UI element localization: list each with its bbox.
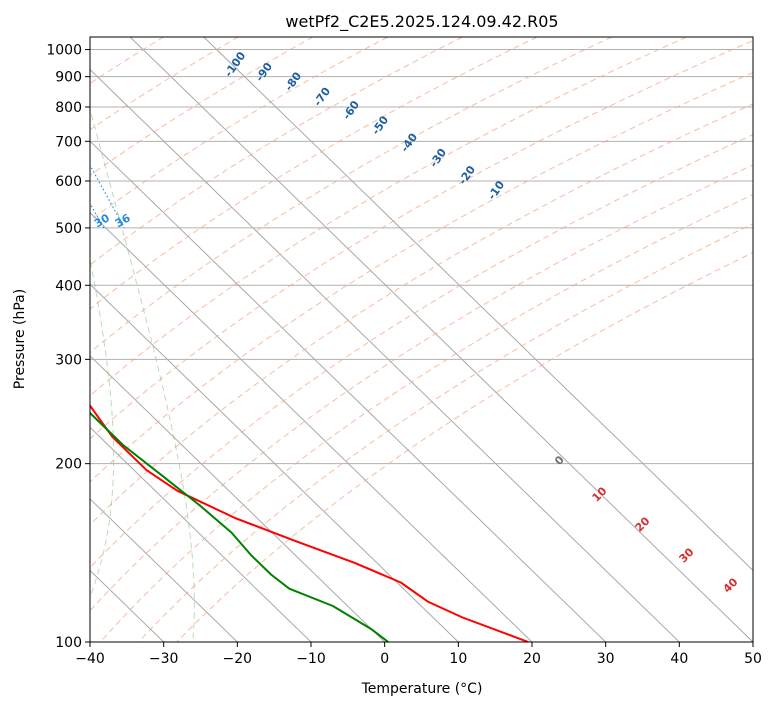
dry-adiabat-line: [90, 37, 239, 131]
x-tick-label: −30: [149, 651, 179, 667]
y-tick-label: 500: [55, 221, 82, 237]
moist-adiabat-line: [90, 107, 195, 642]
dry-adiabat-line: [90, 71, 753, 483]
x-axis-label: Temperature (°C): [361, 681, 483, 697]
y-tick-label: 200: [55, 457, 82, 473]
x-tick-label: 10: [449, 651, 467, 667]
y-tick-label: 800: [55, 100, 82, 116]
plot-frame: [89, 36, 754, 643]
isotherm-line: [129, 37, 753, 642]
y-tick-label: 300: [55, 352, 82, 368]
isotherm-line: [90, 211, 533, 642]
dry-adiabat-line: [90, 37, 314, 176]
dry-adiabat-line: [99, 194, 753, 642]
temperature-profile-line: [90, 403, 529, 642]
dry-adiabat-line: [90, 37, 463, 266]
chart-title: wetPf2_C2E5.2025.124.09.42.R05: [285, 12, 558, 32]
isotherm-line: [90, 68, 680, 642]
dry-adiabat-line: [90, 134, 753, 569]
x-tick-label: 50: [744, 651, 762, 667]
isotherm-line: [90, 283, 459, 642]
y-tick-label: 700: [55, 134, 82, 150]
x-axis-ticks: −40 −30 −20 −10 0 10 20 30 40 50: [75, 642, 762, 667]
isotherm-line: [90, 355, 386, 642]
isotherm-line: [90, 426, 312, 642]
x-tick-label: 40: [670, 651, 688, 667]
isotherm-line: [90, 498, 238, 642]
dry-adiabat-line: [138, 223, 753, 642]
isotherm-line: [90, 140, 607, 642]
dry-adiabat-line: [90, 37, 687, 397]
x-tick-label: 20: [523, 651, 541, 667]
dewpoint-profile-line: [90, 411, 389, 642]
x-tick-label: 0: [380, 651, 389, 667]
dry-adiabat-line: [90, 164, 753, 612]
y-tick-label: 100: [55, 635, 82, 651]
profile-lines: [90, 403, 529, 642]
dry-adiabat-line: [90, 103, 753, 526]
isotherm-line: [203, 37, 753, 572]
dry-adiabat-line: [90, 37, 538, 310]
dry-adiabat-line: [90, 40, 753, 440]
y-tick-label: 400: [55, 278, 82, 294]
x-tick-label: −40: [75, 651, 105, 667]
y-tick-label: 900: [55, 70, 82, 86]
y-tick-label: 600: [55, 174, 82, 190]
y-axis-label: Pressure (hPa): [12, 289, 28, 389]
background-guides: [90, 37, 753, 642]
dry-adiabat-line: [90, 37, 613, 354]
dry-adiabat-line: [90, 37, 388, 221]
x-tick-label: 30: [597, 651, 615, 667]
y-tick-label: 1000: [46, 43, 82, 59]
y-axis-ticks: 1000 900 800 700 600 500 400 300 200 100: [46, 43, 90, 651]
x-tick-label: −10: [296, 651, 326, 667]
x-tick-label: −20: [223, 651, 253, 667]
